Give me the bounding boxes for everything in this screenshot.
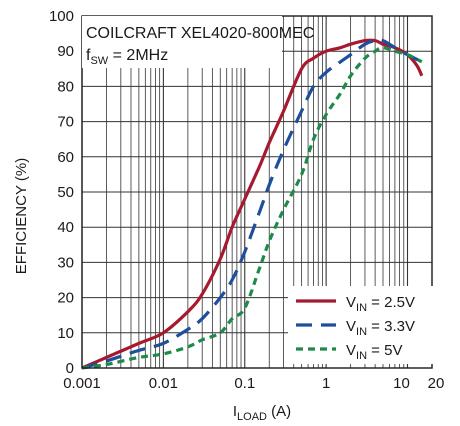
- y-tick-label: 10: [57, 325, 74, 342]
- x-tick-label: 10: [393, 375, 410, 392]
- legend-label-1: VIN = 2.5V: [346, 294, 415, 314]
- y-tick-label: 60: [57, 149, 74, 166]
- y-tick-label: 20: [57, 290, 74, 307]
- x-tick-label: 20: [428, 375, 445, 392]
- y-axis-label: EFFICIENCY (%): [13, 158, 30, 274]
- annotation-line-1: COILCRAFT XEL4020-800MEC: [86, 25, 314, 42]
- y-tick-label: 40: [57, 219, 74, 236]
- y-tick-label: 30: [57, 254, 74, 271]
- x-axis-label: ILOAD (A): [233, 403, 291, 423]
- y-tick-label: 80: [57, 78, 74, 95]
- y-tick-label: 50: [57, 184, 74, 201]
- legend-label-2: VIN = 3.3V: [346, 318, 415, 338]
- legend-label-3: VIN = 5V: [346, 342, 402, 362]
- y-tick-label: 70: [57, 114, 74, 131]
- legend: VIN = 2.5V VIN = 3.3V VIN = 5V: [288, 286, 436, 364]
- y-tick-label: 0: [66, 360, 74, 377]
- y-tick-label: 100: [49, 8, 74, 25]
- x-tick-label: 0.01: [149, 375, 178, 392]
- x-tick-labels: 0.001 0.01 0.1 1 10 20: [63, 375, 444, 392]
- series-layer: [81, 38, 424, 370]
- series-line-2: [81, 38, 423, 370]
- annotation-box: COILCRAFT XEL4020-800MEC fSW = 2MHz: [82, 16, 314, 68]
- y-tick-labels: 0 10 20 30 40 50 60 70 80 90 100: [49, 8, 74, 377]
- x-tick-label: 0.1: [234, 375, 255, 392]
- x-tick-label: 1: [322, 375, 330, 392]
- series-line-3: [81, 46, 423, 370]
- series-line-1: [81, 38, 424, 370]
- x-tick-label: 0.001: [63, 375, 101, 392]
- y-tick-label: 90: [57, 43, 74, 60]
- annotation-line-2: fSW = 2MHz: [86, 47, 168, 67]
